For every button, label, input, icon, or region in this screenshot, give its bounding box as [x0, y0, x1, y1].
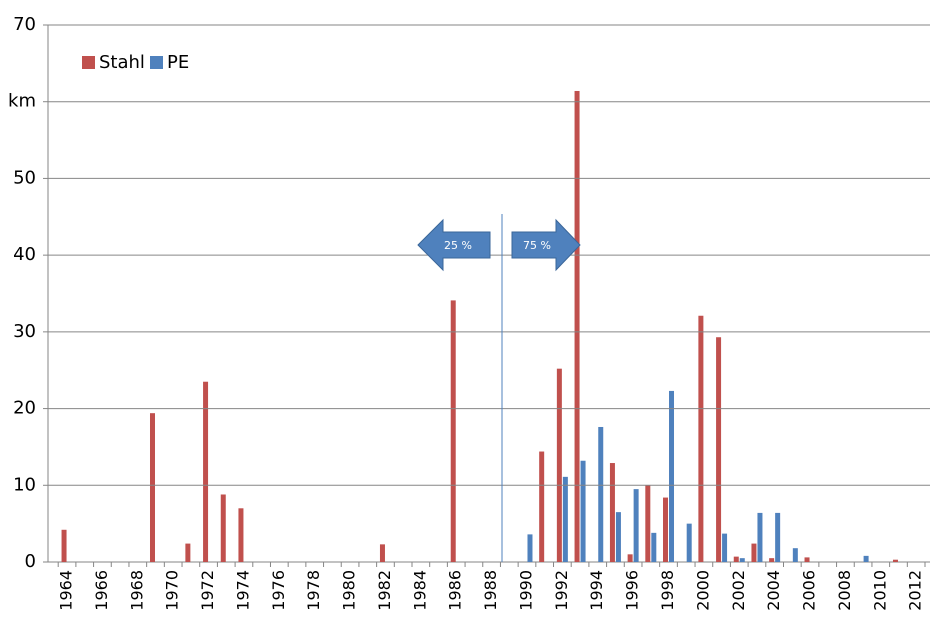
x-tick-label: 1966 [92, 570, 111, 611]
bar [792, 548, 798, 562]
bar [615, 512, 621, 562]
x-tick-label: 2002 [729, 570, 748, 611]
x-tick-label: 2008 [835, 570, 854, 611]
bar [556, 368, 562, 562]
bar [686, 523, 692, 562]
y-tick-label: 30 [13, 321, 36, 342]
legend: Stahl PE [82, 52, 189, 73]
bar [61, 529, 67, 562]
bar [733, 556, 739, 562]
y-tick-label: 10 [13, 474, 36, 495]
bar [627, 554, 633, 562]
x-tick-label: 2004 [764, 570, 783, 611]
x-tick-label: 1978 [304, 570, 323, 611]
legend-swatch [82, 56, 95, 69]
bar [527, 534, 533, 562]
bar [580, 460, 586, 562]
legend-label: PE [167, 52, 189, 73]
bar [698, 315, 704, 562]
x-tick-label: 2012 [906, 570, 925, 611]
x-tick-label: 1992 [552, 570, 571, 611]
bar [751, 543, 757, 562]
bar [203, 381, 209, 562]
bar [149, 413, 155, 562]
bar [769, 558, 775, 562]
bar [238, 508, 244, 562]
bar [539, 451, 545, 562]
x-tick-label: 2006 [800, 570, 819, 611]
annotation: 75 % [523, 239, 551, 252]
y-tick-label: 20 [13, 398, 36, 419]
x-tick-label: 1964 [57, 570, 76, 611]
bar [722, 533, 728, 562]
y-tick-label: km [8, 91, 36, 112]
x-tick-label: 1982 [375, 570, 394, 611]
x-tick-label: 1968 [127, 570, 146, 611]
x-tick-label: 1996 [623, 570, 642, 611]
bar [598, 426, 604, 562]
bar [645, 485, 651, 562]
x-tick-label: 2000 [693, 570, 712, 611]
bar [757, 512, 763, 562]
bar [663, 497, 669, 562]
bar [609, 463, 615, 562]
bar [450, 300, 456, 562]
x-tick-label: 1980 [340, 570, 359, 611]
y-tick-label: 70 [13, 14, 36, 35]
bar [775, 512, 781, 562]
arrow-right [511, 218, 581, 272]
x-tick-label: 1974 [233, 570, 252, 611]
bar [892, 559, 898, 562]
x-tick-label: 1990 [516, 570, 535, 611]
x-tick-label: 1988 [481, 570, 500, 611]
bar [739, 558, 745, 562]
bar [804, 557, 810, 562]
bar [185, 543, 191, 562]
x-tick-label: 1994 [587, 570, 606, 611]
y-tick-label: 0 [25, 551, 36, 572]
x-tick-label: 1998 [658, 570, 677, 611]
annotation: 25 % [444, 239, 472, 252]
bar [220, 494, 226, 562]
y-tick-label: 50 [13, 167, 36, 188]
x-tick-label: 1976 [269, 570, 288, 611]
x-tick-label: 2010 [870, 570, 889, 611]
bar [574, 90, 580, 562]
bar [669, 390, 675, 562]
bar [863, 555, 869, 562]
x-tick-label: 1970 [163, 570, 182, 611]
bar [716, 337, 722, 562]
legend-swatch [150, 56, 163, 69]
bar [633, 489, 639, 562]
x-tick-label: 1984 [410, 570, 429, 611]
y-tick-label: 40 [13, 244, 36, 265]
x-tick-label: 1972 [198, 570, 217, 611]
arrow-left [417, 218, 491, 272]
bar [651, 532, 657, 562]
bar [379, 544, 385, 562]
bar [562, 476, 568, 562]
legend-label: Stahl [99, 52, 145, 73]
x-tick-label: 1986 [446, 570, 465, 611]
